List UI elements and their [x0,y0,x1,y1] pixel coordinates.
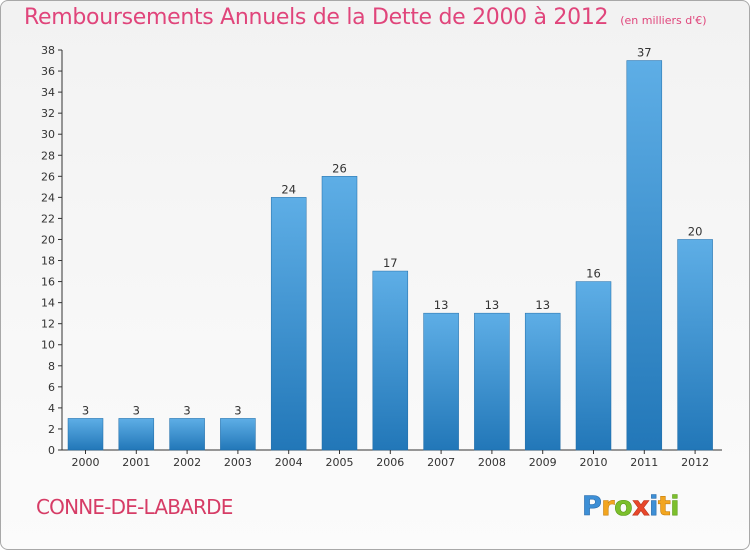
chart-subtitle: (en milliers d'€) [620,14,707,27]
x-tick-label-2002: 2002 [173,456,201,469]
value-label-2008: 13 [485,298,500,312]
y-tick-label: 34 [41,86,55,99]
value-label-2004: 24 [281,182,296,196]
value-label-2011: 37 [637,46,652,60]
y-tick-label: 16 [41,276,55,289]
bar-2001 [118,418,155,451]
x-tick-label-2005: 2005 [326,456,354,469]
y-tick-label: 12 [41,318,55,331]
proxiti-logo: Proxiti [582,491,680,523]
y-tick-label: 14 [41,297,55,310]
value-label-2006: 17 [383,256,398,270]
y-tick-label: 4 [48,402,55,415]
value-label-2012: 20 [688,224,703,238]
x-tick-label-2006: 2006 [376,456,404,469]
bar-2006 [372,270,409,451]
y-tick-label: 18 [41,255,55,268]
x-tick-label-2011: 2011 [630,456,658,469]
title-row: Remboursements Annuels de la Dette de 20… [24,5,707,30]
value-label-2005: 26 [332,161,347,175]
y-tick-label: 24 [41,191,55,204]
bar-2002 [169,418,205,451]
value-label-2001: 3 [133,403,140,417]
x-tick-label-2000: 2000 [72,456,100,469]
y-tick-label: 36 [41,65,55,78]
x-tick-label-2007: 2007 [427,456,455,469]
value-label-2002: 3 [183,403,190,417]
bar-2007 [423,312,459,451]
svg-text:Proxiti: Proxiti [582,491,679,522]
y-tick-label: 10 [41,339,55,352]
bar-2012 [677,239,713,451]
y-tick-label: 28 [41,149,55,162]
value-label-2007: 13 [434,298,449,312]
y-tick-label: 30 [41,128,55,141]
value-label-2010: 16 [586,267,601,281]
bar-2004 [270,197,307,451]
bar-2003 [220,418,256,451]
x-tick-label-2010: 2010 [580,456,608,469]
bar-2011 [626,60,663,451]
y-tick-label: 6 [48,381,55,394]
bar-2000 [67,418,104,451]
chart-title: Remboursements Annuels de la Dette de 20… [24,5,609,30]
value-label-2009: 13 [535,298,550,312]
y-tick-label: 38 [41,44,55,57]
bar-2005 [321,176,358,451]
bar-2009 [524,312,561,451]
x-tick-label-2008: 2008 [478,456,506,469]
y-tick-label: 0 [48,444,55,457]
x-tick-label-2001: 2001 [122,456,150,469]
value-label-2003: 3 [234,403,241,417]
x-tick-label-2012: 2012 [681,456,709,469]
y-tick-label: 26 [41,170,55,183]
commune-name: CONNE-DE-LABARDE [36,495,233,519]
bar-2008 [474,312,510,451]
bar-2010 [575,281,612,451]
x-tick-label-2009: 2009 [529,456,557,469]
y-tick-label: 8 [48,360,55,373]
y-tick-label: 2 [48,423,55,436]
x-tick-label-2003: 2003 [224,456,252,469]
y-tick-label: 20 [41,233,55,246]
x-tick-label-2004: 2004 [275,456,303,469]
y-tick-label: 22 [41,212,55,225]
value-label-2000: 3 [82,403,89,417]
y-tick-label: 32 [41,107,55,120]
